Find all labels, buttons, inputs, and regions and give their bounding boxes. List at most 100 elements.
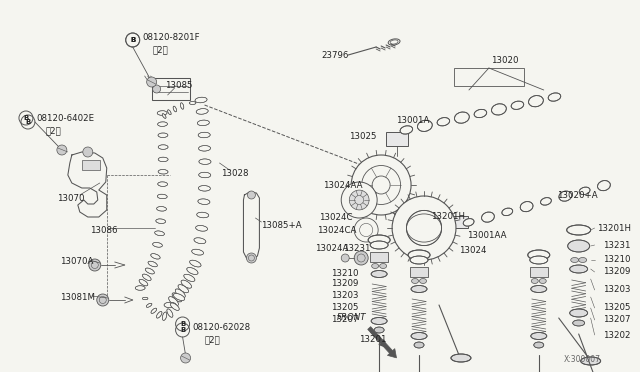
Text: （2）: （2） (46, 126, 61, 135)
Text: 13210: 13210 (603, 256, 630, 264)
Ellipse shape (371, 317, 387, 324)
Circle shape (89, 259, 100, 271)
Ellipse shape (540, 279, 547, 283)
Ellipse shape (502, 208, 513, 216)
Text: 13085: 13085 (164, 80, 192, 90)
Ellipse shape (157, 182, 168, 186)
Ellipse shape (196, 212, 209, 218)
Text: 13020: 13020 (491, 55, 518, 64)
Ellipse shape (406, 214, 442, 242)
Ellipse shape (520, 202, 533, 212)
FancyArrow shape (368, 327, 397, 358)
Text: 13086: 13086 (90, 225, 117, 234)
Ellipse shape (531, 333, 547, 340)
Ellipse shape (168, 110, 171, 115)
Ellipse shape (196, 109, 208, 114)
Ellipse shape (162, 114, 166, 118)
Ellipse shape (566, 225, 591, 235)
Ellipse shape (531, 285, 547, 292)
Ellipse shape (411, 333, 427, 340)
Ellipse shape (180, 103, 184, 109)
Text: B: B (130, 37, 135, 43)
Ellipse shape (410, 256, 428, 264)
Ellipse shape (408, 250, 430, 260)
Ellipse shape (158, 133, 168, 138)
Text: 13205: 13205 (332, 304, 359, 312)
Ellipse shape (198, 145, 211, 151)
Circle shape (354, 218, 378, 242)
Ellipse shape (474, 109, 486, 118)
Text: 13070: 13070 (57, 193, 84, 202)
Ellipse shape (187, 267, 198, 275)
Text: 13209: 13209 (332, 279, 358, 288)
Text: 13020+A: 13020+A (557, 190, 597, 199)
Ellipse shape (400, 126, 413, 134)
Text: 08120-62028: 08120-62028 (193, 323, 251, 331)
Ellipse shape (155, 231, 164, 236)
Ellipse shape (571, 257, 579, 263)
Ellipse shape (372, 263, 379, 269)
Ellipse shape (135, 286, 145, 290)
Circle shape (341, 182, 377, 218)
Ellipse shape (175, 289, 185, 298)
Ellipse shape (158, 157, 168, 162)
Ellipse shape (173, 294, 185, 301)
Ellipse shape (167, 309, 173, 317)
Circle shape (153, 85, 161, 93)
Ellipse shape (463, 219, 474, 226)
Ellipse shape (579, 187, 590, 195)
FancyBboxPatch shape (370, 252, 388, 262)
Text: 13209: 13209 (603, 267, 630, 276)
Ellipse shape (157, 206, 166, 211)
FancyBboxPatch shape (386, 132, 408, 146)
Text: 13207: 13207 (332, 315, 359, 324)
FancyBboxPatch shape (530, 267, 548, 277)
Ellipse shape (420, 279, 426, 283)
Ellipse shape (568, 240, 589, 252)
Ellipse shape (380, 263, 387, 269)
Ellipse shape (579, 257, 587, 263)
Circle shape (341, 254, 349, 262)
Ellipse shape (151, 308, 157, 313)
Text: 13203: 13203 (332, 291, 359, 299)
Ellipse shape (148, 261, 157, 267)
Text: 13024A: 13024A (316, 244, 349, 253)
Ellipse shape (147, 303, 152, 307)
Ellipse shape (158, 145, 168, 149)
Ellipse shape (451, 354, 471, 362)
Text: 13085+A: 13085+A (261, 221, 302, 230)
Ellipse shape (199, 159, 211, 164)
Ellipse shape (437, 118, 450, 126)
Ellipse shape (374, 327, 384, 333)
Text: 13001A: 13001A (396, 115, 429, 125)
FancyBboxPatch shape (410, 267, 428, 277)
Ellipse shape (548, 93, 561, 101)
Ellipse shape (529, 96, 543, 107)
Text: B: B (26, 119, 31, 125)
Text: 08120-8201F: 08120-8201F (143, 32, 200, 42)
Ellipse shape (371, 270, 387, 278)
Circle shape (351, 155, 411, 215)
Text: 13024C: 13024C (319, 212, 353, 221)
Ellipse shape (559, 191, 572, 201)
Ellipse shape (570, 309, 588, 317)
Text: （2）: （2） (153, 45, 168, 55)
Ellipse shape (151, 254, 160, 259)
Circle shape (57, 145, 67, 155)
Text: 13202: 13202 (603, 330, 630, 340)
Text: 13203: 13203 (603, 285, 630, 295)
Ellipse shape (370, 241, 388, 249)
Text: B: B (180, 321, 185, 327)
Ellipse shape (454, 112, 469, 123)
Text: FRONT: FRONT (337, 314, 367, 323)
Text: 13028: 13028 (221, 169, 249, 177)
Circle shape (180, 353, 191, 363)
Text: 13024CA: 13024CA (317, 225, 356, 234)
Ellipse shape (541, 198, 551, 205)
Ellipse shape (198, 186, 211, 191)
Ellipse shape (511, 101, 524, 109)
Text: 13201H: 13201H (431, 212, 465, 221)
Ellipse shape (173, 106, 177, 112)
Ellipse shape (142, 274, 151, 280)
Ellipse shape (198, 172, 211, 178)
